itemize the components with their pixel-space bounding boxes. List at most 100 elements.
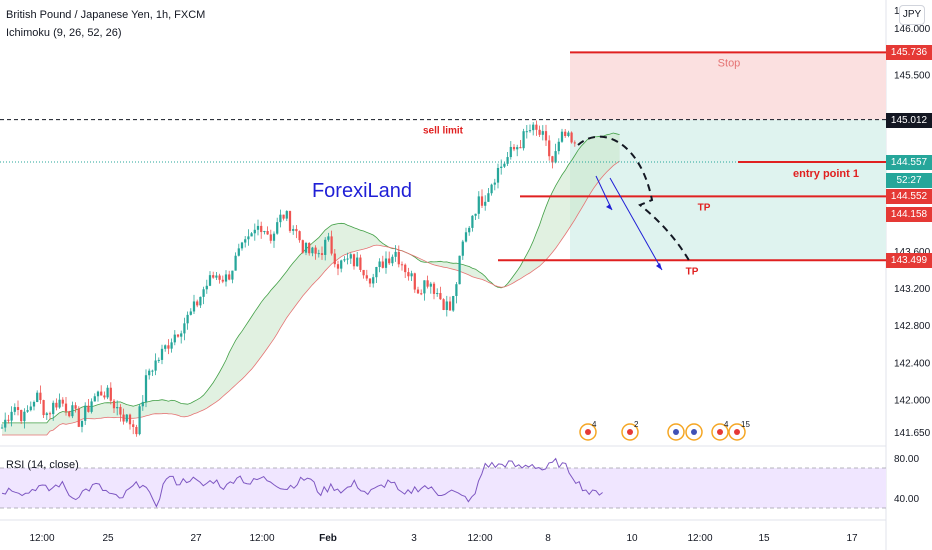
candle-body [215, 275, 218, 278]
candle-body [525, 131, 528, 133]
candle-body [231, 270, 234, 280]
candle-body [74, 405, 77, 409]
candle-body [269, 234, 272, 241]
candle-body [468, 227, 471, 233]
candle-body [192, 301, 196, 312]
event-icons[interactable]: 4 2 4 15 [579, 420, 750, 441]
annotation-lines [0, 51, 886, 271]
candle-body [116, 406, 119, 409]
candle-body [458, 255, 461, 285]
candle-body [282, 214, 285, 219]
candle-body [260, 225, 263, 233]
price-tag: 143.499 [886, 253, 932, 268]
candle-body [493, 182, 496, 185]
chart-title: British Pound / Japanese Yen, 1h, FXCM [6, 9, 206, 21]
candle-body [96, 391, 100, 397]
candle-body [564, 131, 567, 136]
candle-body [426, 280, 429, 287]
candle-body [125, 414, 128, 422]
annotation-labels: sell limit Stop entry point 1 TP TP ForexiLan… [312, 57, 859, 277]
event-icon[interactable]: 15 [728, 420, 750, 441]
candle-body [196, 301, 199, 306]
time-tick-label: 12:00 [249, 533, 274, 544]
candle-body [512, 146, 516, 150]
rsi-line [1, 457, 603, 508]
candle-body [448, 301, 452, 311]
candle-body [39, 392, 42, 401]
candle-body [151, 370, 154, 372]
candle-body [247, 236, 250, 240]
candle-body [346, 258, 349, 260]
candle-body [112, 400, 116, 409]
candle-body [58, 399, 61, 408]
rsi-label: RSI (14, close) [6, 459, 79, 471]
candle-body [362, 269, 365, 276]
candle-body [436, 293, 439, 295]
candle-body [199, 296, 202, 306]
candle-body [272, 233, 276, 241]
candle-body [381, 261, 384, 268]
candle-body [528, 130, 532, 132]
event-icon[interactable]: 4 [579, 420, 597, 441]
candle-body [506, 157, 509, 164]
event-icon[interactable] [667, 423, 685, 441]
event-icon-count: 15 [741, 420, 750, 429]
candle-body [365, 275, 368, 279]
price-tag: 144.158 [886, 207, 932, 222]
candle-body [477, 196, 480, 214]
candle-body [29, 406, 32, 411]
price-tick-label: 141.650 [894, 428, 931, 439]
candle-body [4, 419, 7, 428]
candle-body [7, 419, 10, 421]
candle-body [397, 251, 400, 265]
time-tick-label: 10 [626, 533, 638, 544]
candle-body [439, 293, 442, 300]
candle-body [93, 396, 96, 402]
candle-body [77, 408, 80, 427]
target-zone [570, 119, 886, 261]
candle-body [170, 342, 173, 349]
event-icon[interactable]: 4 [711, 420, 729, 441]
currency-button[interactable]: JPY [899, 5, 925, 25]
candle-body [320, 253, 324, 255]
candle-body [228, 274, 231, 280]
event-icon-dot [585, 429, 591, 435]
candle-body [500, 166, 503, 168]
event-icon-count: 4 [592, 420, 597, 429]
candle-body [68, 411, 71, 417]
candle-body [160, 348, 164, 360]
candle-body [548, 140, 551, 157]
candle-body [141, 401, 144, 407]
candle-body [333, 253, 336, 265]
price-tag: 144.557 [886, 155, 932, 170]
candle-body [292, 228, 295, 231]
event-icon[interactable] [685, 423, 703, 441]
candle-body [135, 426, 138, 435]
candle-body [557, 141, 560, 152]
candle-body [55, 402, 58, 408]
time-tick-label: 12:00 [29, 533, 54, 544]
candle-body [16, 407, 20, 410]
candle-body [327, 236, 330, 240]
candle-body [407, 272, 410, 277]
event-icon-count: 4 [724, 420, 729, 429]
candle-body [64, 403, 68, 412]
axes: 146.000 145.500 143.600 143.200 142.800 142.4… [29, 6, 930, 544]
candle-body [541, 131, 544, 135]
event-icon[interactable]: 2 [621, 420, 639, 441]
time-tick-label: 12:00 [687, 533, 712, 544]
candle-body [311, 247, 314, 254]
candle-body [455, 284, 458, 297]
candle-body [384, 258, 388, 268]
candle-body [138, 406, 141, 435]
candle-body [285, 211, 288, 219]
candle-body [144, 375, 148, 402]
senkou-span-a [2, 132, 620, 424]
candle-body [343, 259, 346, 261]
candle-body [551, 156, 554, 163]
time-tick-label: 12:00 [467, 533, 492, 544]
candle-body [80, 420, 84, 427]
time-tick-label: 8 [545, 533, 551, 544]
projected-path [577, 135, 691, 263]
